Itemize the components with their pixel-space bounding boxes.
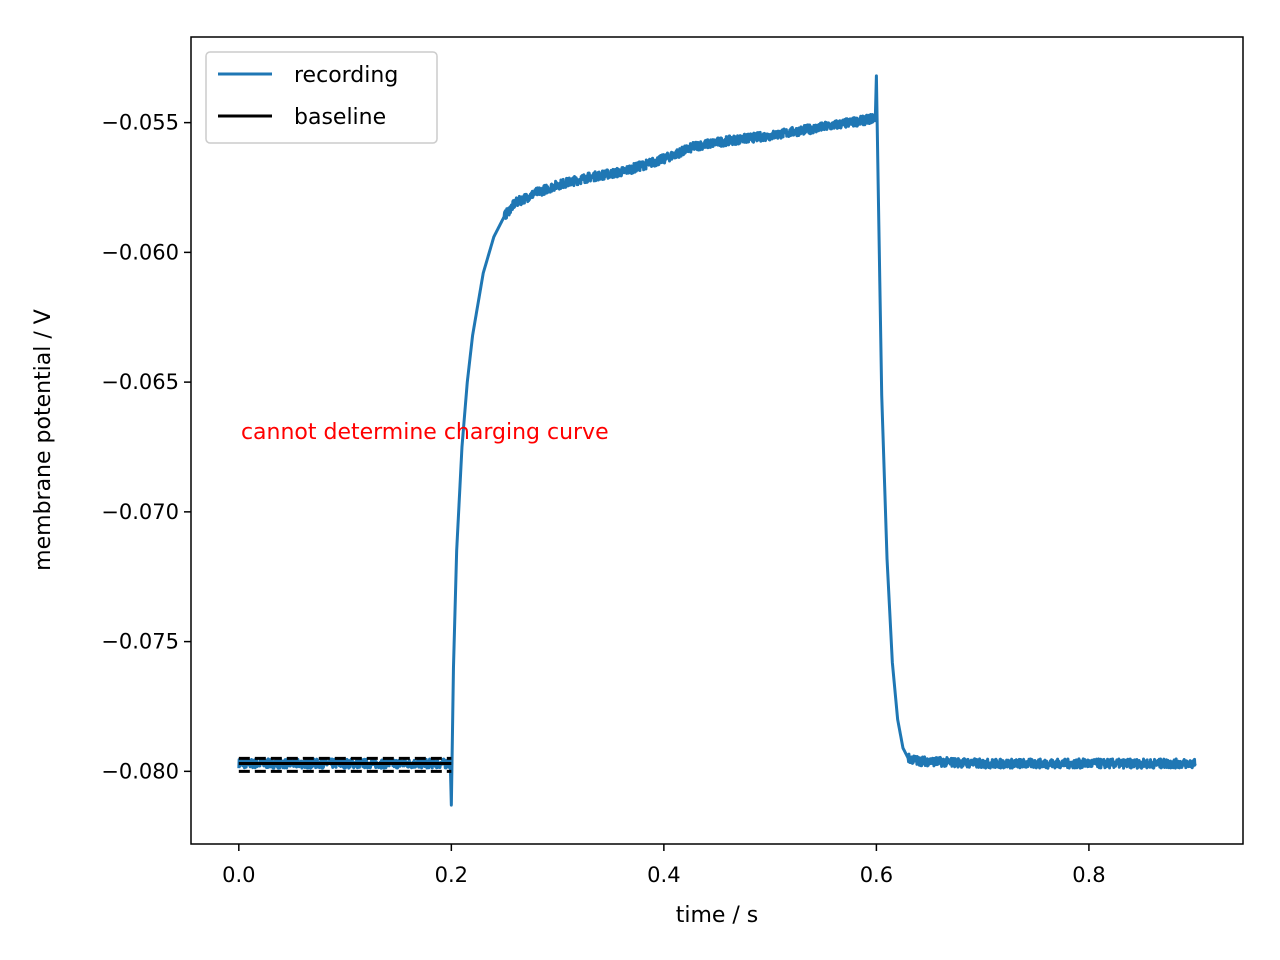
axes-frame (190, 36, 1244, 845)
legend: recording baseline (205, 51, 438, 144)
series-line-recording (237, 74, 1197, 807)
legend-label-recording: recording (294, 63, 398, 88)
y-tick-label: −0.065 (101, 370, 179, 394)
y-axis-label: membrane potential / V (31, 309, 56, 571)
y-tick-label: −0.080 (101, 759, 179, 783)
x-axis-label: time / s (676, 903, 759, 928)
x-tick-label: 0.2 (435, 863, 468, 887)
x-axis: 0.0 0.2 0.4 0.6 0.8 (222, 844, 1106, 887)
y-axis: −0.055 −0.060 −0.065 −0.070 −0.075 −0.080 (101, 111, 191, 783)
plot-area (237, 74, 1197, 807)
y-tick-label: −0.070 (101, 500, 179, 524)
x-tick-label: 0.0 (222, 863, 255, 887)
legend-label-baseline: baseline (294, 105, 386, 130)
y-tick-label: −0.060 (101, 240, 179, 264)
x-tick-label: 0.6 (860, 863, 893, 887)
annotation-text: cannot determine charging curve (241, 420, 609, 445)
y-tick-label: −0.075 (101, 630, 179, 654)
x-tick-label: 0.4 (647, 863, 680, 887)
y-tick-label: −0.055 (101, 111, 179, 135)
x-tick-label: 0.8 (1072, 863, 1105, 887)
